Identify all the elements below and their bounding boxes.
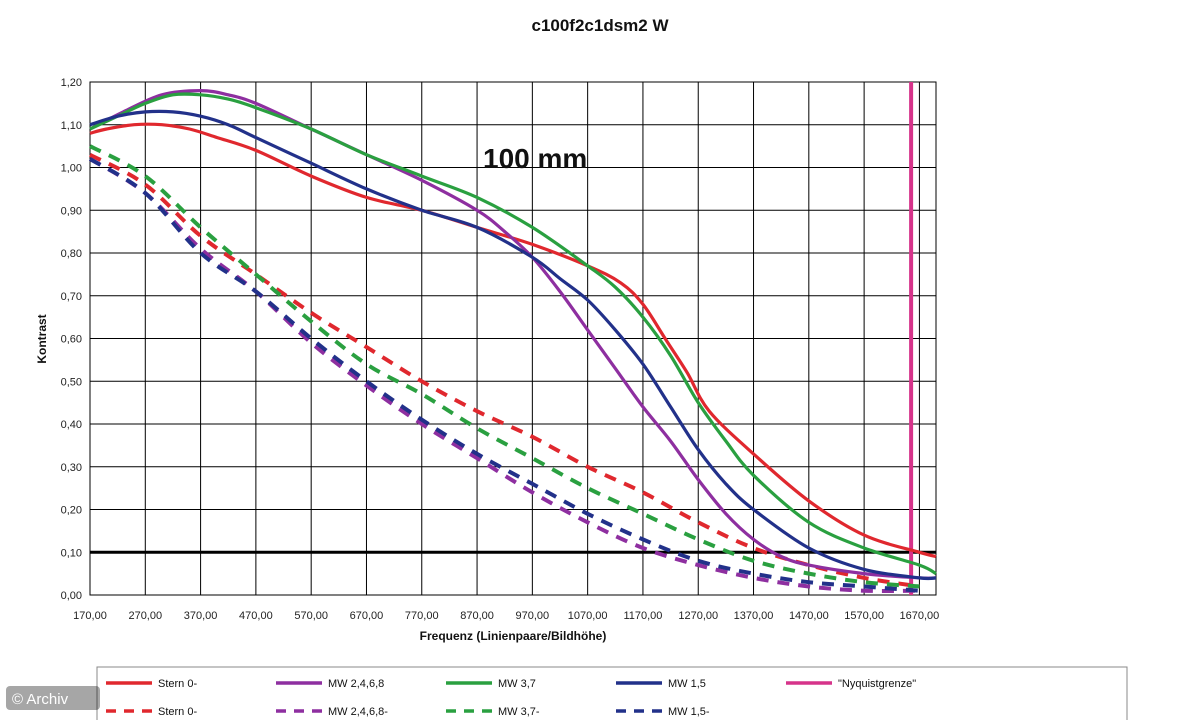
y-tick-label: 0,60 (61, 334, 82, 346)
y-tick-label: 0,10 (61, 547, 82, 559)
legend-box (96, 666, 1128, 725)
legend-label: MW 3,7- (498, 706, 540, 718)
x-tick-label: 1270,00 (678, 610, 718, 622)
legend: Stern 0- MW 2,4,6,8 MW 3,7 MW 1,5 "Nyquistgr… (96, 666, 1128, 725)
y-tick-label: 1,10 (61, 120, 82, 132)
y-tick-label: 0,20 (61, 505, 82, 517)
x-tick-label: 770,00 (405, 610, 439, 622)
x-tick-label: 1670,00 (900, 610, 940, 622)
legend-label: "Nyquistgrenze" (838, 678, 916, 690)
y-tick-label: 1,20 (61, 77, 82, 89)
x-tick-label: 570,00 (294, 610, 328, 622)
x-axis-ticks: 170,00 270,00 370,00 470,00 570,00 670,00 770,… (73, 610, 939, 622)
x-tick-label: 970,00 (516, 610, 550, 622)
reference-lines (90, 82, 936, 595)
x-tick-label: 670,00 (350, 610, 384, 622)
legend-label: Stern 0- (158, 678, 197, 690)
y-tick-label: 0,30 (61, 462, 82, 474)
chart-annotation: 100 mm (483, 143, 587, 174)
y-tick-label: 0,80 (61, 248, 82, 260)
credit-badge: © Archiv (6, 686, 100, 710)
y-tick-label: 1,00 (61, 163, 82, 175)
series-line (89, 89, 937, 580)
x-tick-label: 870,00 (460, 610, 494, 622)
x-axis-label: Frequenz (Linienpaare/Bildhöhe) (420, 629, 607, 643)
y-tick-label: 0,90 (61, 205, 82, 217)
x-tick-label: 1370,00 (734, 610, 774, 622)
y-tick-label: 0,70 (61, 291, 82, 303)
y-axis-label: Kontrast (35, 314, 49, 363)
x-tick-label: 1170,00 (623, 610, 662, 622)
series-layer (88, 89, 937, 594)
y-tick-label: 0,00 (61, 590, 82, 602)
series-line (89, 144, 920, 589)
legend-label: MW 1,5 (668, 678, 706, 690)
x-tick-label: 1070,00 (568, 610, 608, 622)
series-line (88, 157, 920, 593)
credit-text: © Archiv (12, 691, 69, 708)
series-line (88, 157, 920, 594)
x-tick-label: 1470,00 (789, 610, 829, 622)
legend-label: MW 2,4,6,8 (328, 678, 384, 690)
x-tick-label: 1570,00 (844, 610, 884, 622)
x-tick-label: 470,00 (239, 610, 273, 622)
legend-label: MW 1,5- (668, 706, 710, 718)
series-line (89, 92, 937, 576)
legend-label: Stern 0- (158, 706, 197, 718)
legend-label: MW 3,7 (498, 678, 536, 690)
series-line (89, 109, 937, 581)
x-tick-label: 170,00 (73, 610, 107, 622)
y-tick-label: 0,40 (61, 419, 82, 431)
x-tick-label: 370,00 (184, 610, 218, 622)
y-axis-ticks: 0,00 0,10 0,20 0,30 0,40 0,50 0,60 0,70 0,80 0,90… (61, 77, 82, 602)
chart-title: c100f2c1dsm2 W (531, 16, 669, 35)
x-tick-label: 270,00 (128, 610, 162, 622)
legend-label: MW 2,4,6,8- (328, 706, 388, 718)
y-tick-label: 0,50 (61, 376, 82, 388)
series-line (89, 122, 937, 559)
